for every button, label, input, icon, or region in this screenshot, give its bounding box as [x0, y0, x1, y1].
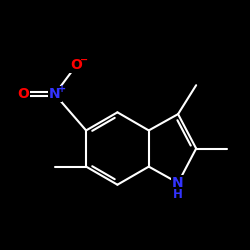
Text: N: N: [172, 176, 184, 190]
Text: N: N: [49, 87, 60, 101]
Text: −: −: [80, 55, 88, 65]
Text: O: O: [18, 87, 29, 101]
Text: O: O: [70, 58, 82, 72]
Text: +: +: [58, 84, 66, 94]
Text: H: H: [173, 188, 183, 201]
